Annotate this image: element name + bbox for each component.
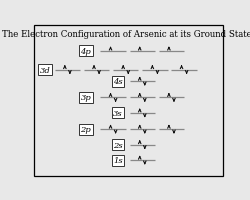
Text: 1s: 1s [113, 156, 122, 164]
Text: 4s: 4s [113, 78, 122, 86]
Text: 3s: 3s [113, 109, 122, 117]
Text: 4p: 4p [80, 48, 91, 56]
Text: The Electron Configuration of Arsenic at its Ground State.: The Electron Configuration of Arsenic at… [2, 29, 250, 38]
Text: 2p: 2p [80, 126, 91, 133]
Text: 3d: 3d [40, 66, 50, 74]
Text: 2s: 2s [113, 141, 122, 149]
Text: 3p: 3p [80, 94, 91, 102]
